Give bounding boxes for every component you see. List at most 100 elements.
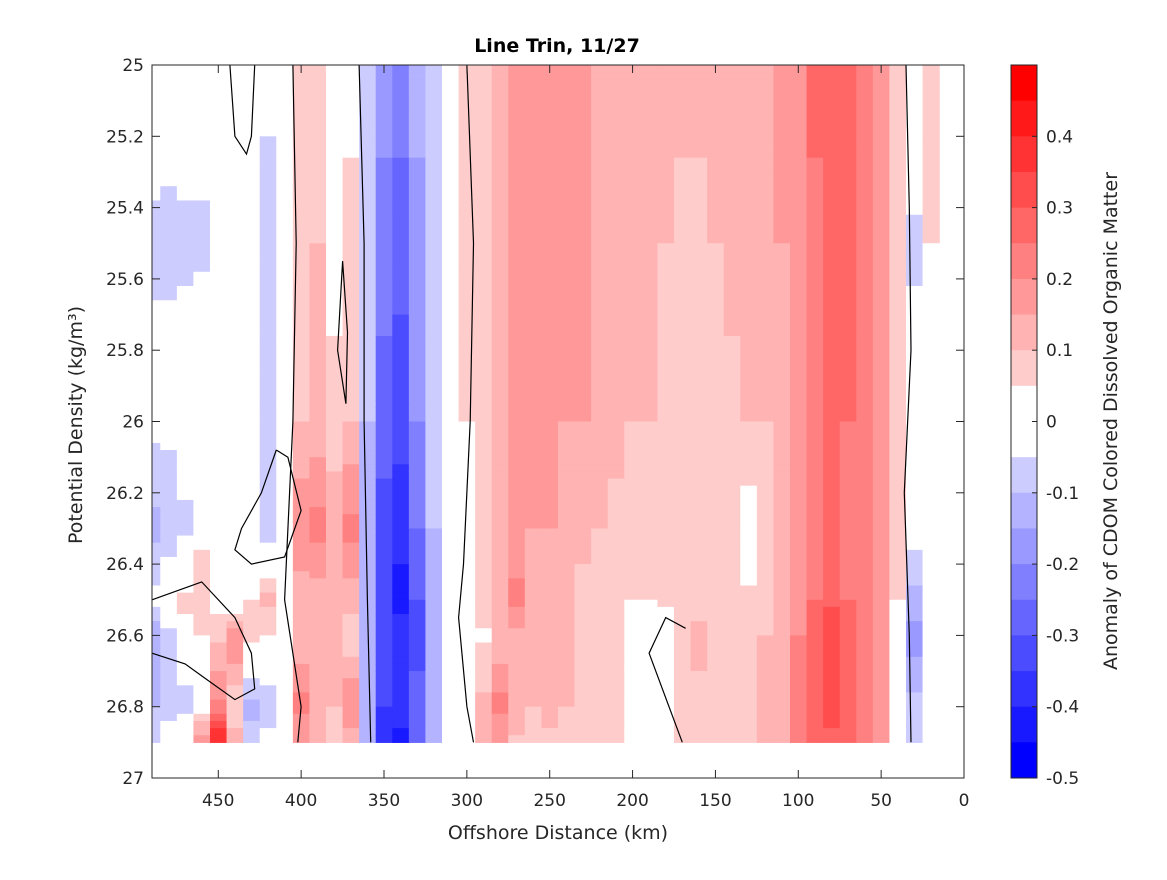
heatmap-cell <box>823 343 841 351</box>
heatmap-cell <box>806 699 824 708</box>
heatmap-cell <box>558 207 576 216</box>
heatmap-cell <box>657 599 675 608</box>
heatmap-cell <box>906 549 924 558</box>
heatmap-cell <box>508 207 526 216</box>
heatmap-cell <box>210 464 228 473</box>
heatmap-cell <box>176 400 195 408</box>
heatmap-cell <box>690 699 708 708</box>
heatmap-cell <box>773 343 791 351</box>
heatmap-cell <box>906 400 924 408</box>
heatmap-cell <box>790 713 808 722</box>
heatmap-cell <box>723 614 741 622</box>
heatmap-cell <box>226 321 244 330</box>
heatmap-cell <box>276 122 294 130</box>
heatmap-cell <box>309 521 327 530</box>
heatmap-cell <box>475 713 493 722</box>
heatmap-cell <box>591 286 609 294</box>
heatmap-cell <box>607 606 625 615</box>
heatmap-cell <box>210 400 228 408</box>
heatmap-cell <box>292 350 311 358</box>
heatmap-cell <box>558 457 576 465</box>
heatmap-cell <box>756 499 775 508</box>
heatmap-cell <box>624 663 642 672</box>
heatmap-cell <box>574 442 592 451</box>
heatmap-cell <box>872 720 891 729</box>
heatmap-cell <box>922 507 940 515</box>
heatmap-cell <box>425 728 443 736</box>
heatmap-cell <box>839 507 857 515</box>
heatmap-cell <box>906 706 924 715</box>
heatmap-cell <box>226 93 244 102</box>
heatmap-cell <box>674 171 692 180</box>
heatmap-cell <box>723 236 741 244</box>
heatmap-cell <box>210 450 228 458</box>
heatmap-cell <box>773 143 791 152</box>
heatmap-cell <box>906 350 924 358</box>
heatmap-cell <box>823 293 841 301</box>
heatmap-cell <box>723 728 741 736</box>
heatmap-cell <box>906 578 924 587</box>
heatmap-cell <box>640 599 659 608</box>
x-tick-label: 400 <box>285 791 317 811</box>
heatmap-cell <box>922 307 940 316</box>
heatmap-cell <box>591 720 609 729</box>
heatmap-cell <box>475 728 493 736</box>
heatmap-cell <box>690 514 708 522</box>
heatmap-cell <box>160 428 178 437</box>
heatmap-cell <box>889 735 907 743</box>
heatmap-cell <box>276 571 294 579</box>
heatmap-cell <box>723 542 741 551</box>
heatmap-cell <box>458 614 476 622</box>
heatmap-cell <box>226 592 244 601</box>
heatmap-cell <box>823 656 841 665</box>
heatmap-cell <box>723 442 741 451</box>
heatmap-cell <box>342 507 360 515</box>
heatmap-cell <box>707 499 725 508</box>
heatmap-cell <box>259 257 277 266</box>
heatmap-cell <box>259 371 277 380</box>
heatmap-cell <box>707 692 725 701</box>
heatmap-cell <box>591 556 609 565</box>
heatmap-cell <box>342 122 360 130</box>
heatmap-cell <box>624 649 642 658</box>
heatmap-cell <box>856 578 874 587</box>
heatmap-cell <box>889 236 907 244</box>
heatmap-cell <box>160 414 178 423</box>
heatmap-cell <box>160 592 178 601</box>
heatmap-cell <box>408 72 427 80</box>
heatmap-cell <box>790 699 808 708</box>
heatmap-cell <box>160 571 178 579</box>
heatmap-cell <box>574 321 592 330</box>
heatmap-cell <box>657 442 675 451</box>
heatmap-cell <box>359 236 377 244</box>
heatmap-cell <box>408 713 427 722</box>
heatmap-cell <box>359 535 377 544</box>
heatmap-cell <box>756 578 775 587</box>
heatmap-cell <box>607 628 625 636</box>
heatmap-cell <box>259 207 277 216</box>
heatmap-cell <box>740 350 758 358</box>
heatmap-cell <box>856 286 874 294</box>
heatmap-cell <box>856 357 874 366</box>
heatmap-cell <box>624 200 642 209</box>
heatmap-cell <box>922 685 940 694</box>
heatmap-cell <box>856 122 874 130</box>
heatmap-cell <box>375 371 393 380</box>
heatmap-cell <box>607 364 625 373</box>
heatmap-cell <box>872 122 891 130</box>
heatmap-cell <box>176 514 195 522</box>
heatmap-cell <box>823 171 841 180</box>
heatmap-cell <box>210 314 228 323</box>
heatmap-cell <box>657 485 675 494</box>
heatmap-cell <box>491 114 509 123</box>
heatmap-cell <box>458 556 476 565</box>
heatmap-cell <box>524 642 543 651</box>
heatmap-cell <box>806 257 824 266</box>
heatmap-cell <box>889 706 907 715</box>
heatmap-cell <box>657 107 675 116</box>
heatmap-cell <box>856 678 874 686</box>
heatmap-cell <box>160 407 178 415</box>
heatmap-cell <box>309 300 327 309</box>
heatmap-cell <box>210 114 228 123</box>
heatmap-cell <box>707 328 725 337</box>
